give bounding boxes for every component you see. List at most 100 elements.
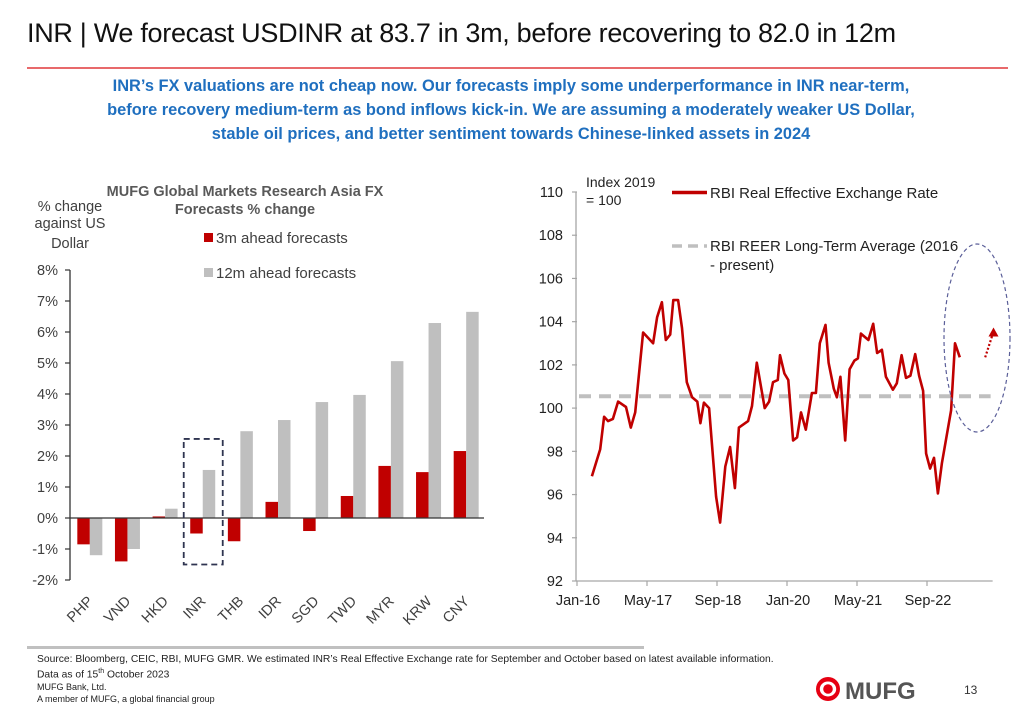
footer-divider bbox=[27, 646, 644, 649]
line-ylabel-line: Index 2019 bbox=[586, 174, 655, 190]
bar-y-tick-label: 1% bbox=[37, 480, 58, 496]
line-y-tick-label: 96 bbox=[547, 488, 563, 504]
bar-x-tick-label: SGD bbox=[289, 594, 323, 628]
line-x-tick-label: Jan-16 bbox=[556, 593, 600, 609]
line-y-axis-label: Index 2019 = 100 bbox=[586, 174, 655, 208]
title-divider bbox=[27, 67, 1008, 69]
bar-y-tick-label: 2% bbox=[37, 449, 58, 465]
page-number: 13 bbox=[964, 683, 978, 697]
highlight-ellipse bbox=[943, 243, 1011, 433]
bar-hkd-3m bbox=[152, 516, 166, 518]
legend-label-12m: 12m ahead forecasts bbox=[216, 265, 356, 282]
subtitle-line: INR’s FX valuations are not cheap now. O… bbox=[112, 77, 910, 95]
bar-y-tick-label: 3% bbox=[37, 418, 58, 434]
slide-title: INR | We forecast USDINR at 83.7 in 3m, … bbox=[27, 18, 896, 48]
bar-x-tick-label: VND bbox=[101, 594, 134, 627]
legend-swatch-12m bbox=[204, 268, 213, 277]
bar-y-axis: -2% -1% 0% 1% 2% 3% 4% 5% 6% 7% 8% bbox=[32, 263, 70, 589]
inr-highlight-box bbox=[182, 438, 224, 566]
forecast-arrow-head bbox=[988, 327, 999, 337]
bar-vnd-12m bbox=[127, 518, 140, 549]
bar-cny-12m bbox=[466, 311, 479, 518]
subtitle-line: before recovery medium-term as bond infl… bbox=[107, 101, 915, 119]
bar-inr-3m bbox=[190, 518, 203, 534]
bar-y-tick-label: 7% bbox=[37, 294, 58, 310]
bar-x-axis: PHP VND HKD INR THB IDR SGD TWD MYR KRW CNY bbox=[64, 593, 473, 628]
footer-member: A member of MUFG, a global financial gro… bbox=[37, 694, 215, 704]
bar-x-tick-label: HKD bbox=[139, 594, 172, 627]
bar-inr-12m bbox=[202, 469, 216, 518]
line-y-tick-label: 106 bbox=[539, 271, 563, 287]
line-y-tick-label: 94 bbox=[547, 531, 563, 547]
line-y-tick-label: 104 bbox=[539, 315, 563, 331]
bar-marks bbox=[77, 311, 479, 562]
legend-label-3m: 3m ahead forecasts bbox=[216, 230, 348, 247]
footer-date-suffix: October 2023 bbox=[104, 669, 170, 681]
bar-x-tick-label: MYR bbox=[364, 594, 398, 628]
bar-y-tick-label: 4% bbox=[37, 387, 58, 403]
slide-subtitle: INR’s FX valuations are not cheap now. O… bbox=[20, 74, 1002, 146]
bar-x-tick-label: PHP bbox=[64, 594, 96, 626]
bar-myr-12m bbox=[390, 361, 404, 518]
legend-label-average: - present) bbox=[710, 257, 774, 274]
bar-krw-12m bbox=[428, 323, 442, 518]
bar-vnd-3m bbox=[114, 518, 128, 562]
line-x-tick-label: May-21 bbox=[834, 593, 882, 609]
bar-twd-3m bbox=[340, 495, 354, 518]
footer-date-sup: th bbox=[98, 668, 105, 675]
legend-label-average: RBI REER Long-Term Average (2016 bbox=[710, 238, 958, 255]
bar-cny-3m bbox=[453, 451, 467, 518]
forecast-arrow-line bbox=[984, 335, 994, 358]
bar-idr-3m bbox=[265, 501, 278, 518]
bar-y-tick-label: 5% bbox=[37, 356, 58, 372]
footer-data-date: Data as of 15th October 2023 bbox=[37, 668, 169, 680]
bar-x-tick-label: IDR bbox=[256, 594, 285, 623]
footer-bank: MUFG Bank, Ltd. bbox=[37, 682, 107, 692]
bar-sgd-12m bbox=[315, 402, 329, 518]
footer-date-prefix: Data as of 15 bbox=[37, 669, 99, 681]
line-y-tick-label: 98 bbox=[547, 444, 563, 460]
bar-chart-title-line: Forecasts % change bbox=[175, 202, 315, 218]
line-x-tick-label: Jan-20 bbox=[766, 593, 810, 609]
footer-source: Source: Bloomberg, CEIC, RBI, MUFG GMR. … bbox=[37, 654, 774, 665]
line-y-tick-label: 92 bbox=[547, 574, 563, 590]
bar-idr-12m bbox=[278, 420, 291, 518]
line-y-tick-label: 102 bbox=[539, 358, 563, 374]
legend-label-reer: RBI Real Effective Exchange Rate bbox=[710, 185, 938, 202]
bar-x-tick-label: KRW bbox=[400, 593, 435, 628]
reer-series-line bbox=[590, 298, 962, 524]
bar-y-axis-label: % change against US Dollar bbox=[35, 199, 106, 252]
mufg-logo-icon bbox=[816, 677, 840, 701]
bar-chart-title: MUFG Global Markets Research Asia FX For… bbox=[107, 184, 384, 218]
bar-myr-3m bbox=[378, 465, 391, 518]
mufg-logo-text: MUFG bbox=[845, 678, 916, 703]
subtitle-line: stable oil prices, and better sentiment … bbox=[211, 125, 811, 143]
bar-twd-12m bbox=[353, 394, 366, 518]
line-y-tick-label: 108 bbox=[539, 228, 563, 244]
bar-y-tick-label: 8% bbox=[37, 263, 58, 279]
bar-php-3m bbox=[77, 518, 90, 545]
line-y-tick-label: 110 bbox=[540, 185, 563, 201]
line-ylabel-line: = 100 bbox=[586, 192, 622, 208]
line-x-tick-label: Sep-22 bbox=[905, 593, 952, 609]
mufg-logo: MUFG bbox=[816, 677, 916, 703]
bar-chart-title-line: MUFG Global Markets Research Asia FX bbox=[107, 184, 384, 200]
bar-y-tick-label: 0% bbox=[37, 511, 58, 527]
bar-legend: 3m ahead forecasts 12m ahead forecasts bbox=[204, 230, 356, 282]
legend-swatch-3m bbox=[204, 233, 213, 242]
bar-thb-3m bbox=[227, 518, 241, 542]
bar-hkd-12m bbox=[165, 508, 178, 518]
reer-line-chart: Index 2019 = 100 RBI Real Effective Exch… bbox=[539, 174, 1011, 609]
bar-ylabel-line: against US bbox=[35, 216, 106, 232]
bar-krw-3m bbox=[416, 472, 429, 518]
bar-sgd-3m bbox=[303, 518, 316, 532]
bar-y-tick-label: -2% bbox=[32, 573, 58, 589]
bar-thb-12m bbox=[240, 431, 253, 518]
bar-x-tick-label: TWD bbox=[325, 594, 360, 629]
line-x-axis: Jan-16 May-17 Sep-18 Jan-20 May-21 Sep-22 bbox=[556, 581, 952, 609]
bar-ylabel-line: Dollar bbox=[51, 236, 89, 252]
bar-y-tick-label: 6% bbox=[37, 325, 58, 341]
line-legend: RBI Real Effective Exchange Rate RBI REE… bbox=[672, 185, 958, 274]
line-y-axis: 92 94 96 98 100 102 104 106 108 110 bbox=[539, 185, 577, 590]
line-y-tick-label: 100 bbox=[539, 401, 563, 417]
